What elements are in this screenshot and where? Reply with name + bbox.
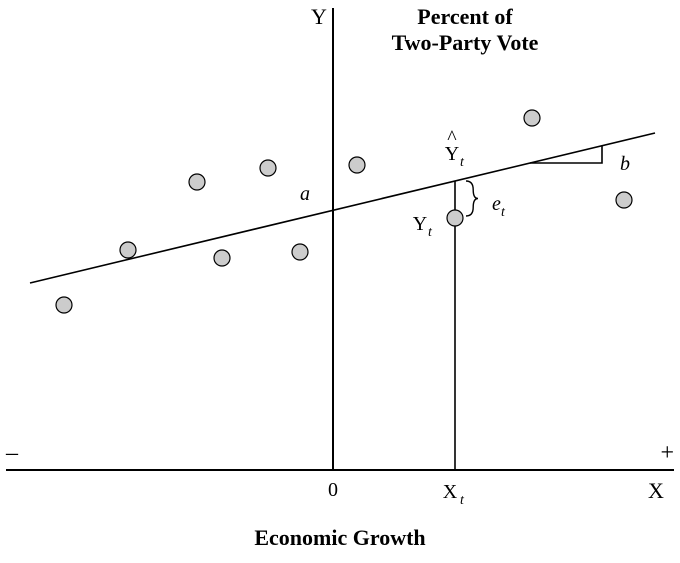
y-axis-label: Y xyxy=(311,4,327,29)
chart-title-line2: Two-Party Vote xyxy=(392,30,539,55)
origin-label: 0 xyxy=(328,479,338,501)
data-point xyxy=(260,160,276,176)
svg-text:X: X xyxy=(443,481,458,503)
data-point xyxy=(189,174,205,190)
data-point xyxy=(447,210,463,226)
data-point xyxy=(120,242,136,258)
data-point xyxy=(616,192,632,208)
x-axis-label: X xyxy=(648,478,664,503)
svg-text:Y: Y xyxy=(445,143,459,165)
data-point xyxy=(292,244,308,260)
x-axis-title: Economic Growth xyxy=(254,525,425,550)
svg-text:e: e xyxy=(492,193,501,215)
data-point xyxy=(349,157,365,173)
slope-label: b xyxy=(620,153,630,175)
data-point xyxy=(524,110,540,126)
regression-chart: Percent of Two-Party Vote Y X + – 0 Econ… xyxy=(0,0,680,563)
intercept-label: a xyxy=(300,183,310,205)
svg-text:Y: Y xyxy=(413,213,427,235)
chart-title-line1: Percent of xyxy=(417,4,513,29)
minus-sign: – xyxy=(5,440,19,466)
chart-background xyxy=(0,0,680,563)
data-point xyxy=(56,297,72,313)
data-point xyxy=(214,250,230,266)
plus-sign: + xyxy=(660,440,674,466)
